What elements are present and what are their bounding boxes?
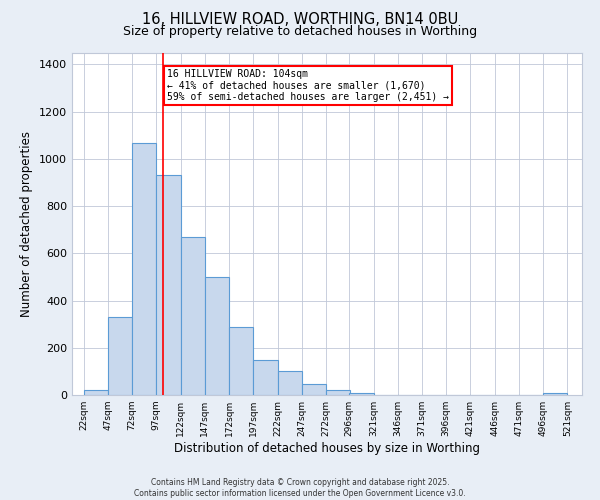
Bar	[278, 372, 302, 395]
Bar	[543, 392, 568, 395]
Y-axis label: Number of detached properties: Number of detached properties	[20, 130, 34, 317]
Bar	[181, 236, 205, 395]
Bar	[229, 326, 253, 395]
Text: 16 HILLVIEW ROAD: 104sqm
← 41% of detached houses are smaller (1,670)
59% of sem: 16 HILLVIEW ROAD: 104sqm ← 41% of detach…	[167, 69, 449, 102]
Bar	[83, 390, 108, 395]
Bar	[157, 176, 181, 395]
Text: Size of property relative to detached houses in Worthing: Size of property relative to detached ho…	[123, 25, 477, 38]
Text: Contains HM Land Registry data © Crown copyright and database right 2025.
Contai: Contains HM Land Registry data © Crown c…	[134, 478, 466, 498]
Bar	[302, 384, 326, 395]
Bar	[326, 390, 350, 395]
Bar	[132, 144, 157, 395]
Text: 16, HILLVIEW ROAD, WORTHING, BN14 0BU: 16, HILLVIEW ROAD, WORTHING, BN14 0BU	[142, 12, 458, 28]
Bar	[108, 317, 132, 395]
X-axis label: Distribution of detached houses by size in Worthing: Distribution of detached houses by size …	[174, 442, 480, 455]
Bar	[205, 277, 229, 395]
Bar	[349, 392, 374, 395]
Bar	[253, 360, 278, 395]
